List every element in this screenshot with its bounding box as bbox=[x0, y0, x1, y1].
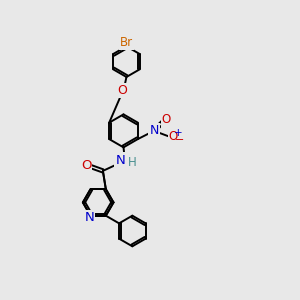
Text: −: − bbox=[175, 135, 184, 145]
Text: H: H bbox=[128, 157, 137, 169]
Text: N: N bbox=[116, 154, 125, 166]
Text: N: N bbox=[149, 124, 159, 137]
Text: O: O bbox=[162, 113, 171, 127]
Text: O: O bbox=[169, 130, 178, 143]
Text: N: N bbox=[85, 211, 94, 224]
Text: Br: Br bbox=[120, 36, 133, 49]
Text: O: O bbox=[117, 84, 127, 97]
Text: +: + bbox=[174, 128, 183, 138]
Text: O: O bbox=[81, 158, 92, 172]
